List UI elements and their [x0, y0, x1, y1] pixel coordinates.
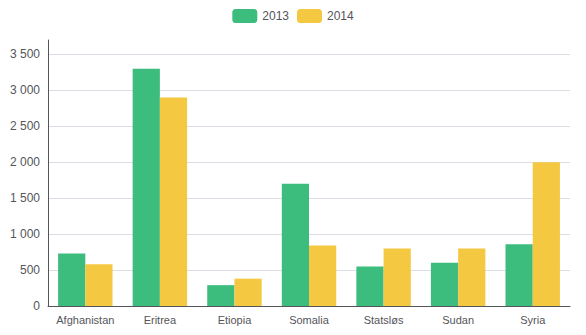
svg-text:2 500: 2 500 [10, 119, 40, 133]
svg-text:Syria: Syria [520, 314, 546, 326]
svg-text:Eritrea: Eritrea [144, 314, 177, 326]
svg-text:2013: 2013 [262, 9, 289, 23]
svg-text:3 500: 3 500 [10, 47, 40, 61]
svg-text:3 000: 3 000 [10, 83, 40, 97]
svg-text:500: 500 [20, 263, 40, 277]
svg-text:1 500: 1 500 [10, 191, 40, 205]
svg-text:2 000: 2 000 [10, 155, 40, 169]
svg-text:Afghanistan: Afghanistan [56, 314, 114, 326]
svg-text:0: 0 [33, 299, 40, 313]
svg-text:Statsløs: Statsløs [364, 314, 404, 326]
svg-text:1 000: 1 000 [10, 227, 40, 241]
svg-text:Somalia: Somalia [289, 314, 330, 326]
svg-text:2014: 2014 [327, 9, 354, 23]
svg-text:Etiopia: Etiopia [218, 314, 253, 326]
svg-text:Sudan: Sudan [442, 314, 474, 326]
